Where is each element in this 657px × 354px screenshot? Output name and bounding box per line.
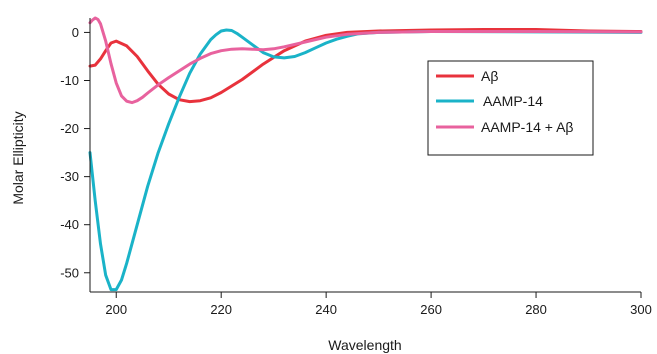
x-tick-label: 280: [525, 302, 547, 317]
x-tick-label: 260: [420, 302, 442, 317]
x-tick-label: 200: [105, 302, 127, 317]
legend-label-0: Aβ: [481, 68, 498, 84]
y-tick-label: -30: [60, 169, 79, 184]
y-tick-label: -50: [60, 265, 79, 280]
legend-label-2: AAMP-14 + Aβ: [481, 119, 573, 135]
x-tick-label: 300: [630, 302, 652, 317]
y-tick-label: 0: [72, 25, 79, 40]
y-axis-title: Molar Ellipticity: [10, 111, 26, 204]
x-tick-label: 240: [315, 302, 337, 317]
legend: Aβ AAMP-14 AAMP-14 + Aβ: [428, 61, 593, 155]
legend-label-1: AAMP-14: [483, 93, 543, 109]
x-tick-label: 220: [210, 302, 232, 317]
y-tick-label: -20: [60, 121, 79, 136]
x-axis-title: Wavelength: [328, 337, 401, 353]
y-tick-label: -40: [60, 217, 79, 232]
y-tick-label: -10: [60, 73, 79, 88]
